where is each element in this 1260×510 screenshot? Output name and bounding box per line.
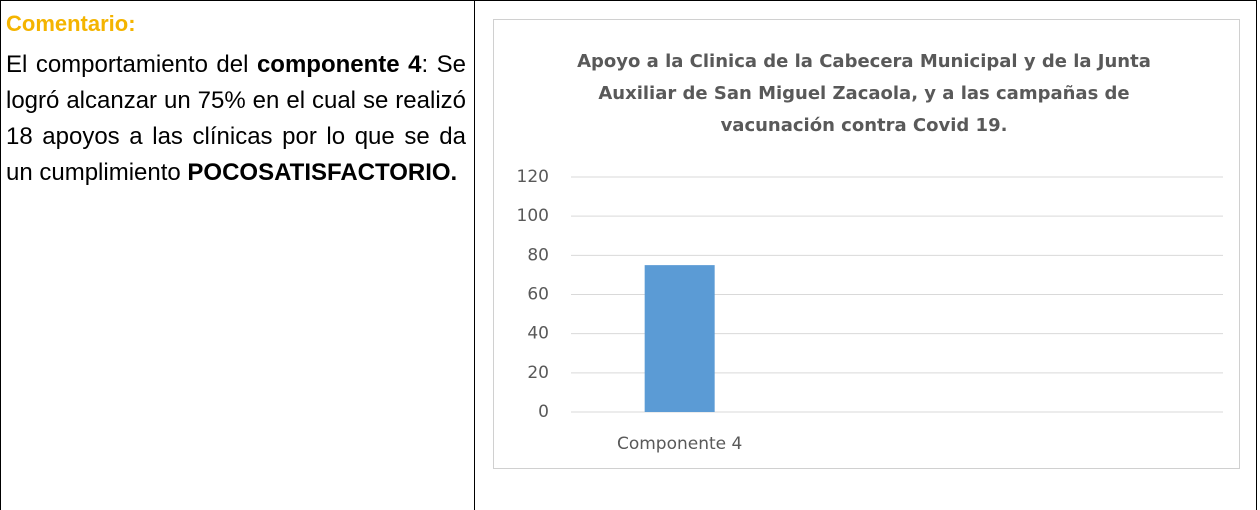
- y-tick-label: 80: [527, 245, 549, 265]
- text-run: El comportamiento del: [6, 51, 257, 78]
- chart-plot: 0 20 40 60 80 100 120 Componente 4: [517, 167, 1223, 454]
- bar: [644, 265, 715, 412]
- y-tick-label: 40: [527, 324, 549, 344]
- chart: Apoyo a la Clinica de la Cabecera Munici…: [493, 19, 1240, 469]
- comment-cell: Comentario: El comportamiento del compon…: [0, 0, 475, 510]
- text-run: componente 4: [256, 51, 422, 78]
- y-tick-label: 120: [517, 167, 549, 187]
- text-run: : Se logró alcanzar un 75% en el cual se…: [6, 51, 466, 186]
- text-run: POCOSATISFACTORIO.: [187, 159, 458, 186]
- chart-cell: Apoyo a la Clinica de la Cabecera Munici…: [475, 0, 1257, 510]
- y-tick-label: 0: [538, 402, 549, 422]
- y-tick-label: 60: [527, 285, 549, 305]
- x-tick-label: Componente 4: [617, 434, 742, 454]
- y-tick-label: 20: [527, 363, 549, 383]
- comment-heading: Comentario:: [6, 11, 136, 36]
- y-tick-label: 100: [517, 206, 549, 226]
- comment-paragraph: El comportamiento del componente 4: Se l…: [6, 47, 466, 191]
- chart-title: Apoyo a la Clinica de la Cabecera Munici…: [577, 51, 1151, 136]
